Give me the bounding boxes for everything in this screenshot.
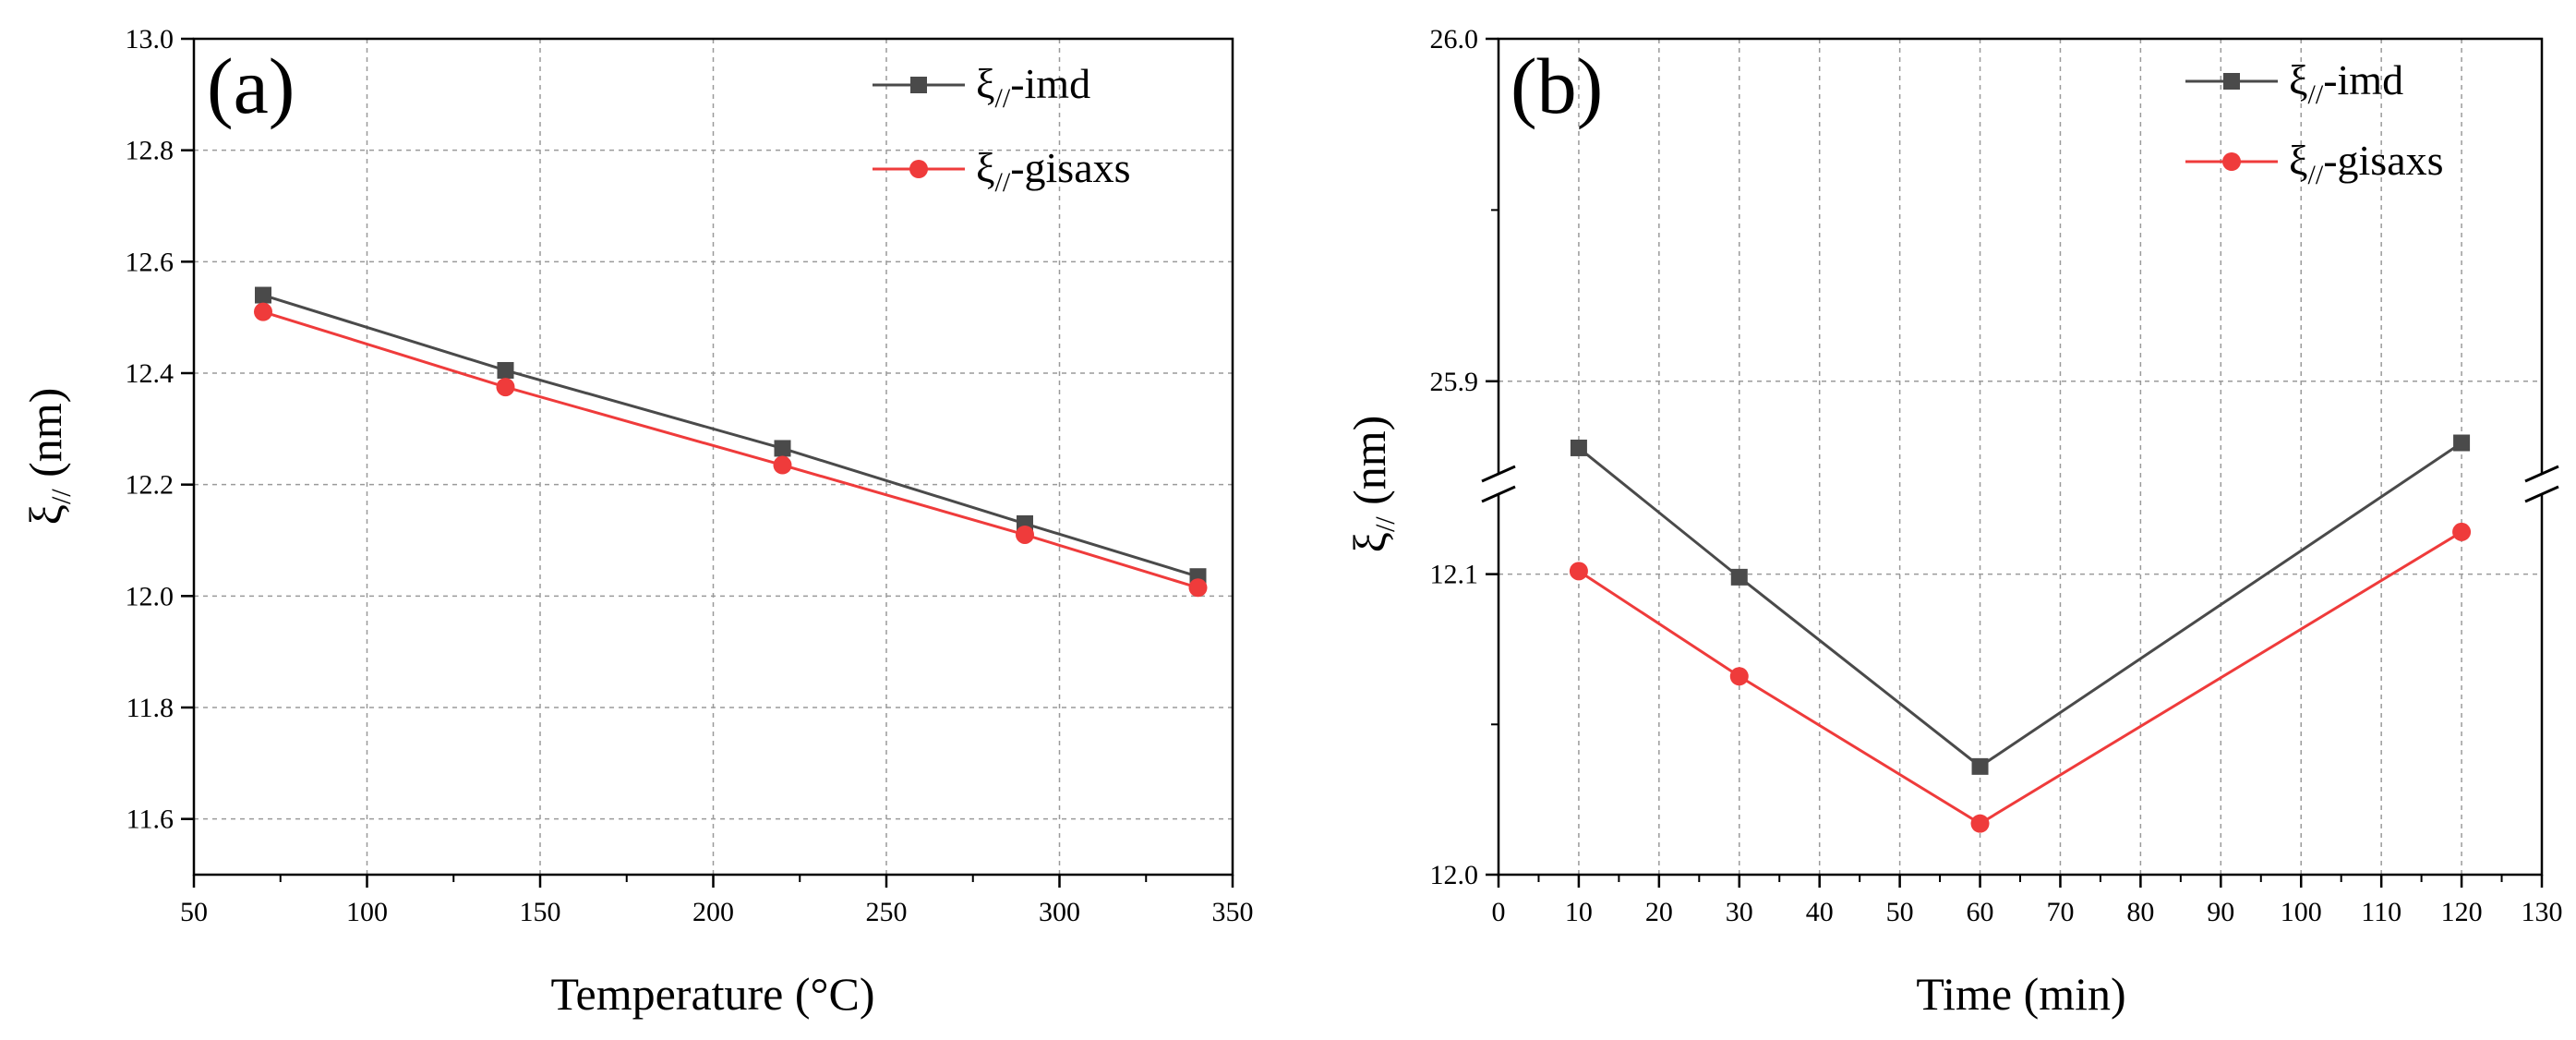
x-tick-label: 50: [1886, 897, 1914, 927]
panel-b-ticks: 0 10 20 30 40 50 60 70 80 90 100 110 120 130 12.0 12.1 2…: [1430, 24, 2563, 927]
panel-a-grid: [194, 39, 1233, 875]
data-point: [497, 361, 514, 379]
data-point: [1569, 562, 1588, 581]
ylabel-subscript: //: [46, 489, 77, 504]
data-point: [2452, 522, 2472, 541]
axis-break-gap: [2527, 475, 2557, 493]
y-tick-label: 12.1: [1430, 560, 1479, 590]
x-tick-label: 110: [2361, 897, 2401, 927]
x-tick-label: 0: [1492, 897, 1506, 927]
x-tick-label: 50: [180, 897, 208, 927]
y-tick-label: 26.0: [1430, 24, 1479, 54]
panel-a-label: (a): [207, 42, 295, 130]
data-point: [1729, 667, 1749, 686]
data-point: [1971, 757, 1989, 775]
x-tick-label: 100: [346, 897, 388, 927]
panel-a-x-axis-title: Temperature (°C): [550, 968, 874, 1020]
data-point: [1016, 525, 1034, 544]
x-tick-label: 40: [1806, 897, 1834, 927]
legend-marker-1: [2222, 152, 2241, 171]
panel-b-series: [1569, 434, 2472, 833]
panel-b-label: (b): [1511, 42, 1603, 130]
y-tick-label: 12.4: [126, 358, 175, 389]
ylabel-symbol: ξ: [19, 504, 71, 525]
x-tick-label: 20: [1645, 897, 1673, 927]
series-line-0: [1577, 441, 2462, 768]
axis-break-mark: [2524, 465, 2559, 483]
y-tick-label: 12.6: [126, 247, 175, 277]
panel-a-legend: ξ//-imd ξ//-gisaxs: [873, 60, 1131, 198]
panel-b: 0 10 20 30 40 50 60 70 80 90 100 110 120 130 12.0 12.1 2…: [1343, 24, 2563, 1020]
legend-label-1: ξ//-gisaxs: [976, 144, 1131, 198]
x-tick-label: 30: [1726, 897, 1753, 927]
data-point: [1188, 578, 1208, 598]
data-point: [773, 455, 792, 475]
series-line-0: [262, 294, 1198, 578]
ylabel-subscript: //: [1370, 516, 1401, 532]
data-point: [1970, 814, 1990, 833]
legend-label-0: ξ//-imd: [976, 60, 1090, 114]
x-tick-label: 90: [2207, 897, 2234, 927]
y-tick-label: 11.8: [126, 693, 174, 723]
x-tick-label: 150: [520, 897, 561, 927]
panel-a: 50 100 150 200 250 300 350 11.6 11.8 12.0 12.2 12.4…: [19, 24, 1254, 1020]
series-line-1: [1578, 530, 2462, 826]
x-tick-label: 70: [2046, 897, 2074, 927]
data-point: [774, 440, 791, 457]
axis-break-gap: [1484, 475, 1513, 493]
panel-b-y-axis-title: ξ// (nm): [1343, 416, 1401, 553]
y-tick-label: 11.6: [126, 804, 174, 835]
x-tick-label: 100: [2281, 897, 2322, 927]
axis-break-mark: [1481, 485, 1516, 503]
panel-b-x-axis-title: Time (min): [1916, 968, 2125, 1020]
x-tick-label: 80: [2126, 897, 2154, 927]
data-point: [255, 286, 271, 304]
x-tick-label: 10: [1565, 897, 1593, 927]
panel-b-legend: ξ//-imd ξ//-gisaxs: [2185, 56, 2444, 190]
x-tick-label: 120: [2441, 897, 2483, 927]
data-point: [1730, 568, 1748, 586]
y-tick-label: 12.8: [126, 136, 175, 166]
x-tick-label: 250: [866, 897, 908, 927]
panel-b-grid: [1499, 39, 2542, 875]
x-tick-label: 300: [1039, 897, 1080, 927]
panel-a-ticks: 50 100 150 200 250 300 350 11.6 11.8 12.0 12.2 12.4…: [126, 24, 1254, 927]
y-tick-label: 25.9: [1430, 367, 1479, 397]
panel-a-y-axis-title: ξ// (nm): [19, 388, 77, 526]
panel-b-axis-break: [1481, 465, 2559, 503]
y-tick-label: 12.0: [126, 581, 175, 611]
panel-a-series: [254, 286, 1208, 598]
x-tick-label: 200: [692, 897, 734, 927]
legend-marker-0: [2223, 73, 2240, 90]
legend-label-0: ξ//-imd: [2289, 56, 2403, 110]
y-tick-label: 12.2: [126, 470, 175, 501]
data-point: [254, 302, 272, 321]
y-tick-label: 12.0: [1430, 860, 1479, 890]
axis-break-mark: [1481, 465, 1516, 483]
series-line-1: [262, 310, 1198, 589]
data-point: [2453, 434, 2471, 452]
axis-break-mark: [2524, 485, 2559, 503]
x-tick-label: 60: [1967, 897, 1994, 927]
legend-marker-1: [909, 160, 928, 178]
ylabel-unit: (nm): [1343, 416, 1395, 517]
ylabel-unit: (nm): [19, 388, 71, 490]
y-tick-label: 13.0: [126, 24, 175, 54]
data-point: [1570, 439, 1587, 456]
data-point: [496, 378, 515, 397]
x-tick-label: 350: [1212, 897, 1254, 927]
legend-marker-0: [910, 77, 927, 93]
ylabel-symbol: ξ: [1343, 532, 1395, 552]
x-tick-label: 130: [2522, 897, 2563, 927]
legend-label-1: ξ//-gisaxs: [2289, 137, 2444, 190]
